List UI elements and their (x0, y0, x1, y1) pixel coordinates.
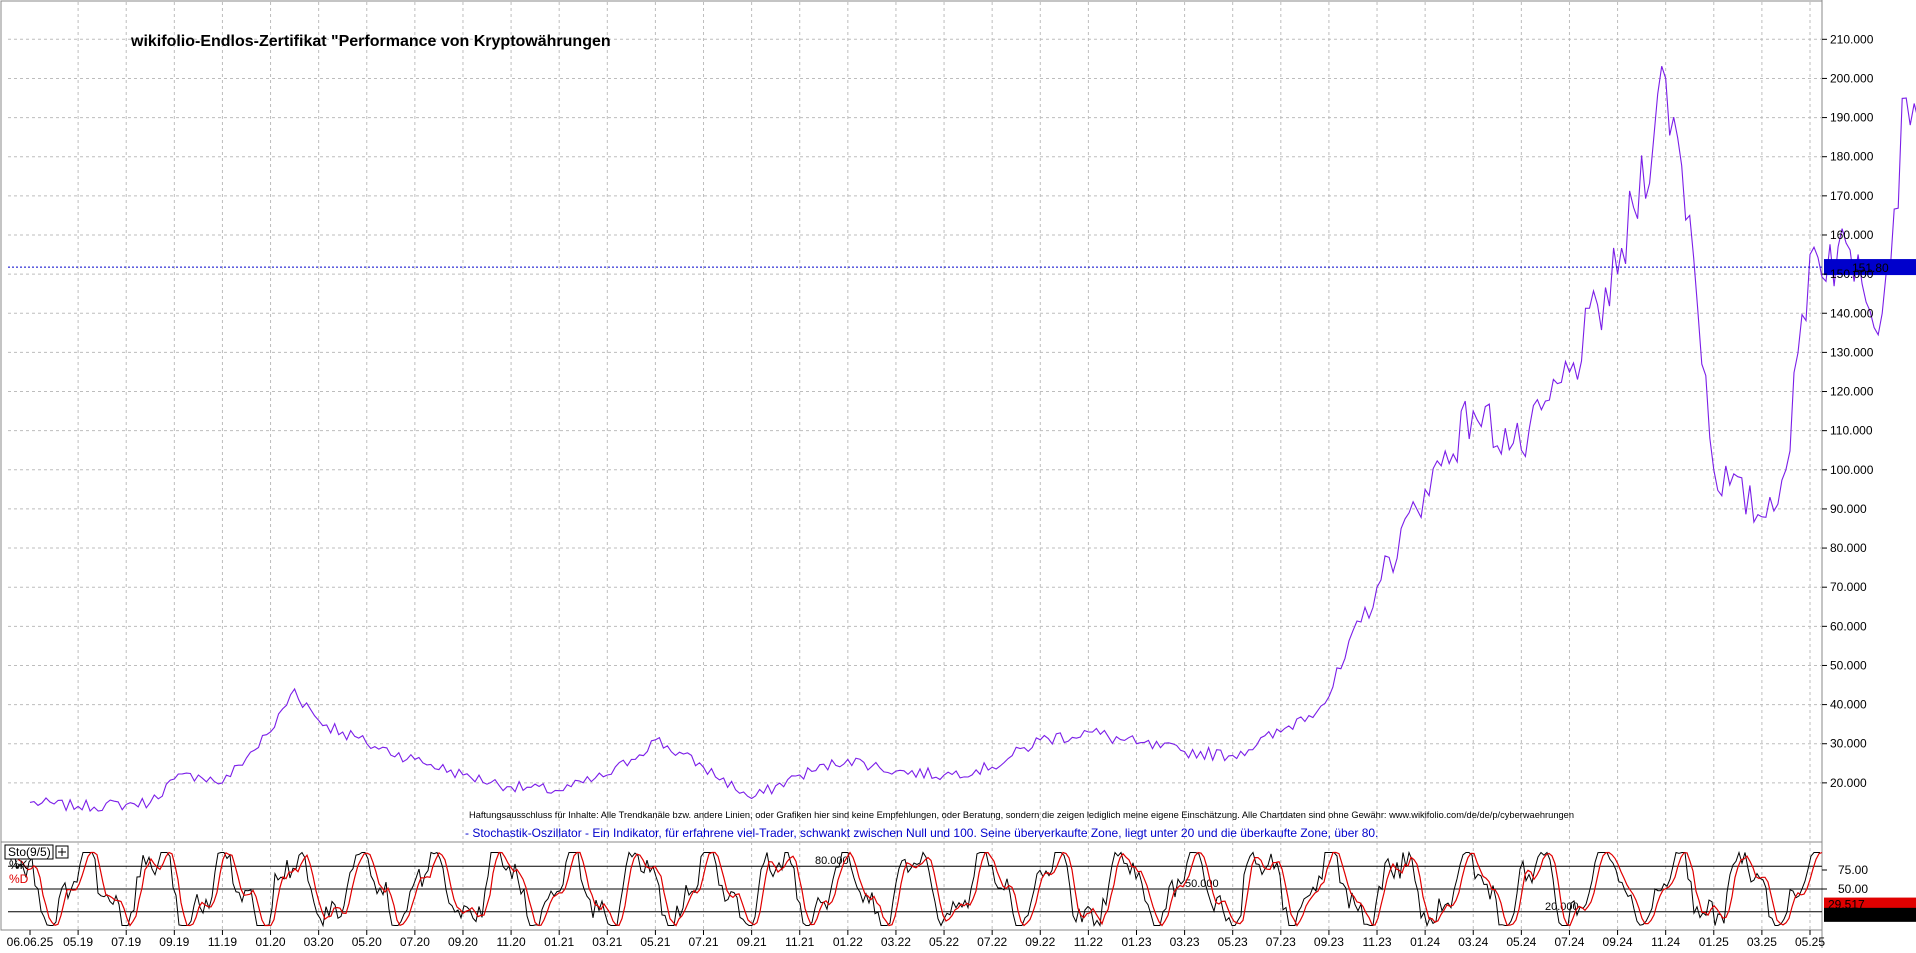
x-tick-label: 11.19 (208, 935, 237, 948)
x-tick-label: 11.22 (1074, 935, 1103, 948)
last-d-badge (1824, 907, 1916, 922)
stochastic-title: Sto(9/5) (8, 845, 51, 859)
x-tick-label: 11.23 (1362, 935, 1391, 948)
x-tick-label: 05.23 (1218, 935, 1248, 948)
price-series-line (29, 66, 1916, 812)
x-tick-label: 05.21 (640, 935, 670, 948)
chart-title: wikifolio-Endlos-Zertifikat "Performance… (130, 33, 611, 50)
y-tick-label: 30.000 (1830, 737, 1867, 751)
stochastic-k-line (7, 850, 1820, 928)
x-tick-label: 09.19 (159, 935, 189, 948)
x-tick-label: 03.22 (881, 935, 911, 948)
y-tick-label: 210.000 (1830, 32, 1874, 46)
y-tick-label: 70.000 (1830, 580, 1867, 594)
stochastic-level-label: 80.000 (815, 855, 849, 867)
x-tick-label: 11.20 (497, 935, 526, 948)
x-tick-label: 09.22 (1025, 935, 1055, 948)
x-tick-label: 09.23 (1314, 935, 1344, 948)
x-tick-label: 03.25 (1747, 935, 1777, 948)
stochastic-description: - Stochastik-Oszillator - Ein Indikator,… (465, 826, 1378, 840)
x-tick-label: 01.25 (1699, 935, 1729, 948)
x-tick-label: 03.23 (1170, 935, 1200, 948)
y-tick-label: 130.000 (1830, 345, 1874, 359)
x-tick-label: 11.21 (785, 935, 814, 948)
x-tick-label: 07.19 (111, 935, 141, 948)
x-tick-label: 03.21 (592, 935, 622, 948)
stochastic-d-line (9, 851, 1823, 927)
y-tick-label: 120.000 (1830, 385, 1874, 399)
y-tick-label: 150.000 (1830, 267, 1874, 281)
x-tick-label: 03.24 (1458, 935, 1488, 948)
x-tick-label: 05.24 (1506, 935, 1536, 948)
x-tick-label: 07.22 (977, 935, 1007, 948)
x-tick-label: 06.06.25 (7, 935, 54, 948)
x-tick-label: 01.20 (256, 935, 286, 948)
legend-k: %K (9, 858, 28, 872)
stochastic-y-tick-label: 50.00 (1838, 882, 1868, 896)
y-tick-label: 80.000 (1830, 541, 1867, 555)
y-tick-label: 170.000 (1830, 189, 1874, 203)
x-tick-label: 07.21 (688, 935, 718, 948)
y-tick-label: 90.000 (1830, 502, 1867, 516)
x-tick-label: 07.23 (1266, 935, 1296, 948)
x-tick-label: 07.20 (400, 935, 430, 948)
y-tick-label: 40.000 (1830, 698, 1867, 712)
y-tick-label: 140.000 (1830, 306, 1874, 320)
x-tick-label: 01.22 (833, 935, 863, 948)
last-value-label: 151.80 (1852, 261, 1889, 275)
y-tick-label: 110.000 (1830, 424, 1873, 438)
x-tick-label: 09.21 (737, 935, 767, 948)
stochastic-title-box (4, 844, 54, 860)
x-tick-label: 03.20 (304, 935, 334, 948)
y-tick-label: 50.000 (1830, 658, 1867, 672)
y-tick-label: 100.000 (1830, 463, 1874, 477)
y-tick-label: 20.000 (1830, 776, 1867, 790)
x-tick-label: 11.24 (1651, 935, 1680, 948)
last-d-label: 16.060 (1828, 908, 1865, 922)
x-tick-label: 05.25 (1795, 935, 1825, 948)
x-tick-label: 07.24 (1554, 935, 1584, 948)
x-tick-label: 05.19 (63, 935, 93, 948)
y-tick-label: 190.000 (1830, 111, 1874, 125)
x-tick-label: 09.24 (1603, 935, 1633, 948)
stochastic-level-label: 50.000 (1185, 878, 1219, 890)
x-tick-label: 05.22 (929, 935, 959, 948)
disclaimer-text: Haftungsausschluss für Inhalte: Alle Tre… (469, 810, 1574, 821)
x-tick-label: 01.24 (1410, 935, 1440, 948)
y-tick-label: 60.000 (1830, 619, 1867, 633)
x-tick-label: 01.21 (544, 935, 574, 948)
y-tick-label: 180.000 (1830, 150, 1874, 164)
y-tick-label: 200.000 (1830, 71, 1874, 85)
x-tick-label: 09.20 (448, 935, 478, 948)
legend-d: %D (9, 872, 29, 886)
x-tick-label: 05.20 (352, 935, 382, 948)
last-value-badge (1824, 259, 1916, 276)
x-tick-label: 01.23 (1121, 935, 1151, 948)
stochastic-y-tick-label: 75.00 (1838, 863, 1868, 877)
y-tick-label: 160.000 (1830, 228, 1874, 242)
